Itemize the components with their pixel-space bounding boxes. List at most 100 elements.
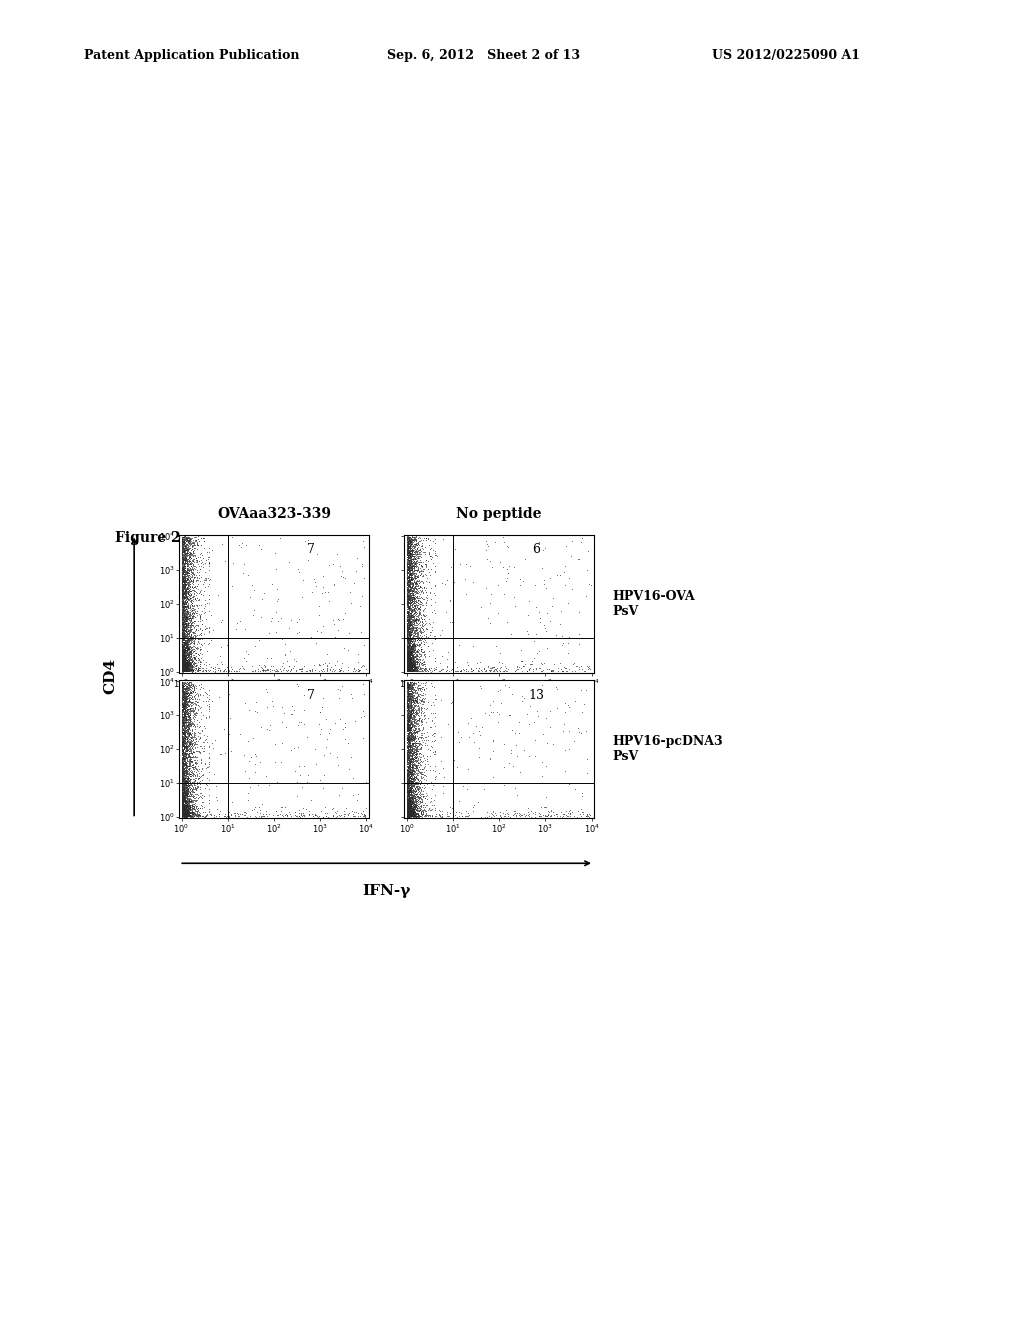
Point	[401, 754, 418, 775]
Point	[402, 552, 419, 573]
Point	[426, 532, 442, 553]
Point	[176, 549, 193, 570]
Point	[402, 568, 419, 589]
Point	[399, 766, 416, 787]
Point	[411, 696, 427, 717]
Point	[182, 803, 199, 824]
Point	[400, 529, 417, 550]
Point	[398, 615, 415, 636]
Point	[175, 660, 191, 681]
Point	[416, 620, 432, 642]
Point	[317, 737, 334, 758]
Point	[174, 696, 190, 717]
Point	[179, 595, 196, 616]
Point	[179, 675, 196, 696]
Point	[401, 657, 418, 678]
Point	[179, 762, 196, 783]
Point	[404, 582, 421, 603]
Point	[175, 642, 191, 663]
Point	[573, 680, 590, 701]
Point	[538, 537, 554, 558]
Point	[400, 694, 417, 715]
Point	[400, 647, 417, 668]
Point	[190, 603, 207, 624]
Point	[191, 723, 208, 744]
Point	[483, 556, 500, 577]
Point	[174, 577, 190, 598]
Point	[558, 536, 574, 557]
Point	[401, 715, 418, 737]
Point	[399, 638, 416, 659]
Point	[400, 805, 417, 826]
Point	[516, 739, 532, 760]
Point	[175, 682, 191, 704]
Point	[179, 767, 196, 788]
Point	[404, 803, 421, 824]
Point	[404, 682, 421, 704]
Point	[179, 704, 196, 725]
Point	[407, 528, 423, 549]
Point	[400, 766, 417, 787]
Point	[174, 587, 190, 609]
Point	[399, 781, 416, 803]
Point	[410, 780, 426, 801]
Point	[399, 672, 416, 693]
Point	[174, 651, 190, 672]
Point	[399, 636, 416, 657]
Point	[403, 776, 420, 797]
Point	[398, 804, 415, 825]
Point	[401, 686, 418, 708]
Point	[407, 805, 423, 826]
Point	[175, 799, 191, 820]
Point	[186, 627, 203, 648]
Point	[403, 589, 420, 610]
Point	[401, 540, 418, 561]
Point	[201, 680, 217, 701]
Point	[403, 797, 420, 818]
Point	[404, 536, 421, 557]
Point	[423, 772, 439, 793]
Point	[411, 777, 427, 799]
Point	[179, 540, 196, 561]
Point	[402, 535, 419, 556]
Point	[182, 780, 199, 801]
Point	[174, 659, 190, 680]
Point	[401, 529, 418, 550]
Point	[178, 634, 195, 655]
Point	[401, 576, 418, 597]
Point	[183, 801, 200, 822]
Point	[186, 686, 203, 708]
Point	[178, 800, 195, 821]
Point	[401, 791, 418, 812]
Point	[399, 568, 416, 589]
Point	[400, 768, 417, 789]
Point	[402, 552, 419, 573]
Point	[175, 795, 191, 816]
Point	[221, 723, 238, 744]
Point	[404, 792, 421, 813]
Point	[568, 807, 585, 828]
Point	[403, 781, 420, 803]
Point	[174, 620, 190, 642]
Point	[175, 574, 191, 595]
Point	[181, 785, 198, 807]
Point	[175, 657, 191, 678]
Point	[176, 651, 193, 672]
Point	[404, 598, 421, 619]
Point	[515, 688, 531, 709]
Point	[409, 803, 425, 824]
Point	[178, 774, 195, 795]
Point	[401, 653, 418, 675]
Point	[184, 603, 201, 624]
Point	[175, 701, 191, 722]
Point	[185, 640, 202, 661]
Point	[178, 688, 195, 709]
Point	[177, 649, 194, 671]
Point	[400, 795, 417, 816]
Point	[190, 805, 207, 826]
Point	[400, 657, 417, 678]
Point	[401, 644, 418, 665]
Point	[401, 597, 418, 618]
Point	[399, 729, 416, 750]
Point	[401, 607, 418, 628]
